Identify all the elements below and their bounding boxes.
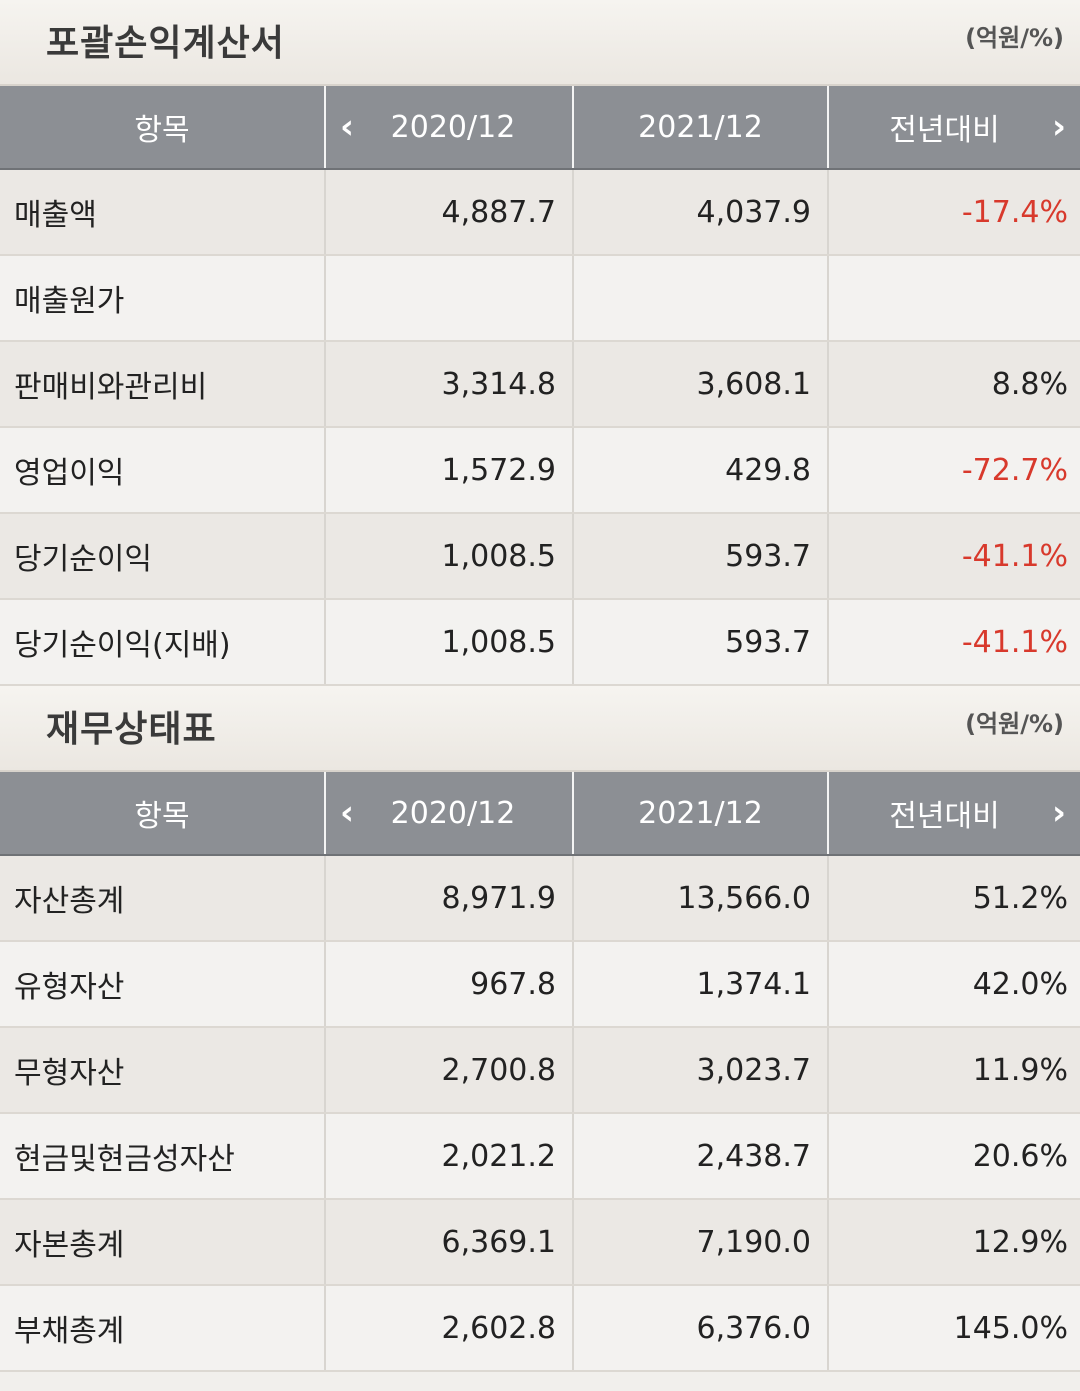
value-yoy: 42.0% [972, 966, 1068, 1002]
income-section: 포괄손익계산서 (억원/%) 항목 ‹ 2020/12 2021/12 전년대비… [0, 0, 1080, 686]
header-year-1: ‹ 2020/12 [326, 86, 574, 168]
value-2021 [574, 256, 829, 340]
table-header: 항목 ‹ 2020/12 2021/12 전년대비 › [0, 86, 1080, 170]
row-label: 판매비와관리비 [0, 342, 326, 426]
value-2020: 967.8 [326, 942, 574, 1026]
row-label: 당기순이익(지배) [0, 600, 326, 684]
header-yoy-label: 전년대비 [889, 113, 1000, 148]
header-item-label: 항목 [134, 113, 190, 148]
table-row: 영업이익 1,572.9 429.8 -72.7% [0, 428, 1080, 514]
value-2021: 429.8 [574, 428, 829, 512]
row-label: 자산총계 [0, 856, 326, 940]
header-item: 항목 [0, 772, 326, 854]
row-label: 매출원가 [0, 256, 326, 340]
value-yoy: -17.4% [961, 194, 1068, 230]
balance-section: 재무상태표 (억원/%) 항목 ‹ 2020/12 2021/12 전년대비 ›… [0, 686, 1080, 1372]
row-label: 매출액 [0, 170, 326, 254]
value-2021: 1,374.1 [574, 942, 829, 1026]
value-yoy: -41.1% [961, 538, 1068, 574]
chevron-right-icon[interactable]: › [1051, 107, 1066, 147]
value-2020: 3,314.8 [326, 342, 574, 426]
header-year-2-label: 2021/12 [638, 109, 763, 145]
header-year-2: 2021/12 [574, 86, 829, 168]
value-yoy: 11.9% [972, 1052, 1068, 1088]
income-table-body: 매출액 4,887.7 4,037.9 -17.4% 매출원가 판매비와관리비 … [0, 170, 1080, 686]
bottom-strip [0, 1372, 1080, 1382]
value-yoy: -72.7% [961, 452, 1068, 488]
value-yoy: 145.0% [953, 1310, 1068, 1346]
row-label: 당기순이익 [0, 514, 326, 598]
table-header: 항목 ‹ 2020/12 2021/12 전년대비 › [0, 772, 1080, 856]
table-row: 무형자산 2,700.8 3,023.7 11.9% [0, 1028, 1080, 1114]
row-label: 부채총계 [0, 1286, 326, 1370]
header-yoy: 전년대비 › [829, 772, 1080, 854]
section-header: 재무상태표 (억원/%) [0, 686, 1080, 772]
header-item: 항목 [0, 86, 326, 168]
table-row: 자본총계 6,369.1 7,190.0 12.9% [0, 1200, 1080, 1286]
value-yoy: 20.6% [972, 1138, 1068, 1174]
value-yoy: 8.8% [991, 366, 1068, 402]
value-2020: 2,602.8 [326, 1286, 574, 1370]
value-2020 [326, 256, 574, 340]
value-2020: 1,008.5 [326, 600, 574, 684]
header-item-label: 항목 [134, 799, 190, 834]
table-row: 자산총계 8,971.9 13,566.0 51.2% [0, 856, 1080, 942]
section-header: 포괄손익계산서 (억원/%) [0, 0, 1080, 86]
value-2020: 4,887.7 [326, 170, 574, 254]
value-2021: 3,023.7 [574, 1028, 829, 1112]
unit-label: (억원/%) [965, 24, 1064, 52]
value-2021: 593.7 [574, 600, 829, 684]
value-2020: 2,700.8 [326, 1028, 574, 1112]
header-yoy-label: 전년대비 [889, 799, 1000, 834]
value-2021: 2,438.7 [574, 1114, 829, 1198]
value-2021: 13,566.0 [574, 856, 829, 940]
table-row: 매출원가 [0, 256, 1080, 342]
table-row: 판매비와관리비 3,314.8 3,608.1 8.8% [0, 342, 1080, 428]
table-row: 당기순이익(지배) 1,008.5 593.7 -41.1% [0, 600, 1080, 686]
value-yoy: 12.9% [972, 1224, 1068, 1260]
value-yoy: 51.2% [972, 880, 1068, 916]
value-yoy [829, 256, 1080, 340]
table-row: 현금및현금성자산 2,021.2 2,438.7 20.6% [0, 1114, 1080, 1200]
row-label: 현금및현금성자산 [0, 1114, 326, 1198]
header-year-1-label: 2020/12 [390, 109, 516, 145]
value-2021: 3,608.1 [574, 342, 829, 426]
table-row: 부채총계 2,602.8 6,376.0 145.0% [0, 1286, 1080, 1372]
value-2020: 1,572.9 [326, 428, 574, 512]
chevron-left-icon[interactable]: ‹ [340, 793, 355, 833]
header-yoy: 전년대비 › [829, 86, 1080, 168]
unit-label: (억원/%) [965, 710, 1064, 738]
row-label: 유형자산 [0, 942, 326, 1026]
chevron-left-icon[interactable]: ‹ [340, 107, 355, 147]
row-label: 무형자산 [0, 1028, 326, 1112]
header-year-2-label: 2021/12 [638, 795, 763, 831]
value-2020: 2,021.2 [326, 1114, 574, 1198]
section-title: 재무상태표 [46, 709, 217, 750]
row-label: 자본총계 [0, 1200, 326, 1284]
value-2020: 6,369.1 [326, 1200, 574, 1284]
value-2021: 6,376.0 [574, 1286, 829, 1370]
balance-table-body: 자산총계 8,971.9 13,566.0 51.2% 유형자산 967.8 1… [0, 856, 1080, 1372]
table-row: 매출액 4,887.7 4,037.9 -17.4% [0, 170, 1080, 256]
row-label: 영업이익 [0, 428, 326, 512]
table-row: 유형자산 967.8 1,374.1 42.0% [0, 942, 1080, 1028]
table-row: 당기순이익 1,008.5 593.7 -41.1% [0, 514, 1080, 600]
header-year-2: 2021/12 [574, 772, 829, 854]
chevron-right-icon[interactable]: › [1051, 793, 1066, 833]
value-2020: 8,971.9 [326, 856, 574, 940]
value-2020: 1,008.5 [326, 514, 574, 598]
value-yoy: -41.1% [961, 624, 1068, 660]
value-2021: 7,190.0 [574, 1200, 829, 1284]
section-title: 포괄손익계산서 [46, 23, 285, 64]
value-2021: 593.7 [574, 514, 829, 598]
value-2021: 4,037.9 [574, 170, 829, 254]
header-year-1: ‹ 2020/12 [326, 772, 574, 854]
header-year-1-label: 2020/12 [390, 795, 516, 831]
